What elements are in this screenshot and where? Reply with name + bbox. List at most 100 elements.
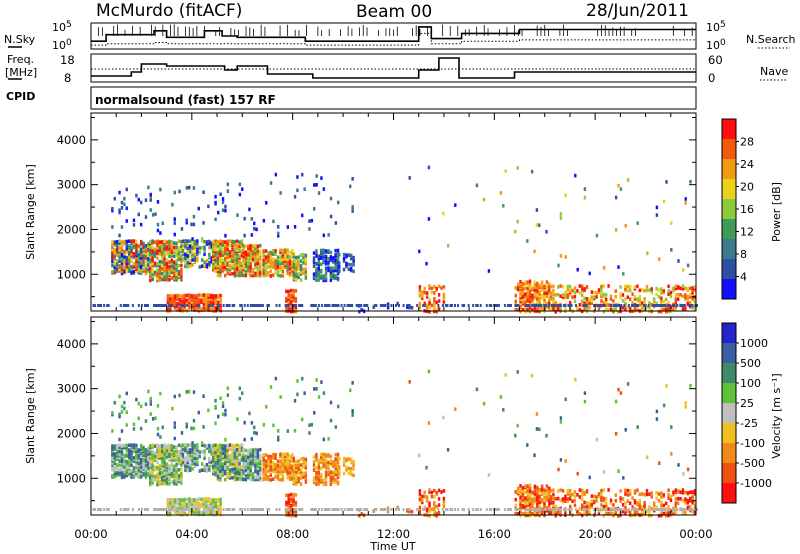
colorbar-swatch	[722, 279, 736, 300]
velocity-echo-cell	[602, 504, 605, 509]
velocity-echo-cell	[259, 473, 262, 478]
power-echo-cell	[139, 261, 143, 265]
power-echo-cell	[583, 296, 586, 301]
velocity-echo-cell	[621, 509, 625, 514]
velocity-echo-cell	[324, 453, 328, 457]
power-echo-cell	[217, 306, 220, 311]
colorbar-tick-label: 12	[740, 226, 754, 239]
velocity-echo-cell	[233, 463, 236, 468]
power-echo-cell	[115, 244, 119, 248]
velocity-echo-cell	[158, 456, 161, 460]
velocity-echo-cell	[135, 447, 138, 452]
power-echo-cell	[132, 262, 136, 266]
power-echo-cell	[350, 262, 353, 267]
velocity-echo-cell	[524, 505, 527, 509]
power-echo-cell	[516, 219, 519, 224]
velocity-echo-cell	[125, 459, 128, 464]
power-echo-cell	[614, 304, 617, 307]
power-echo-cell	[197, 299, 201, 304]
velocity-echo-cell	[655, 505, 658, 510]
power-echo-cell	[247, 250, 250, 254]
power-echo-cell	[677, 259, 680, 263]
power-echo-cell	[617, 265, 620, 269]
velocity-echo-cell	[123, 453, 126, 458]
power-echo-cell	[494, 304, 497, 307]
power-echo-cell	[186, 261, 189, 265]
power-echo-cell	[113, 255, 116, 260]
velocity-echo-cell	[240, 443, 244, 447]
velocity-echo-cell	[197, 501, 201, 506]
velocity-echo-cell	[289, 503, 293, 508]
power-echo-cell	[294, 299, 298, 303]
power-echo-cell	[545, 291, 549, 295]
power-echo-cell	[567, 304, 570, 307]
velocity-echo-cell	[545, 498, 549, 502]
power-echo-cell	[312, 274, 316, 278]
power-echo-cell	[430, 290, 434, 295]
power-echo-cell	[336, 270, 340, 274]
power-echo-cell	[205, 300, 208, 305]
power-echo-cell	[181, 304, 184, 307]
power-echo-cell	[236, 252, 239, 256]
power-echo-cell	[176, 297, 179, 302]
velocity-echo-cell	[294, 509, 298, 513]
velocity-echo-cell	[192, 426, 196, 431]
velocity-echo-cell	[177, 473, 181, 478]
velocity-echo-cell	[160, 508, 163, 511]
power-echo-cell	[157, 304, 160, 307]
velocity-echo-cell	[538, 508, 541, 511]
power-echo-cell	[538, 309, 541, 314]
power-echo-cell	[175, 268, 178, 272]
velocity-echo-cell	[292, 475, 296, 480]
power-echo-cell	[508, 304, 511, 307]
velocity-echo-cell	[163, 470, 166, 475]
velocity-echo-cell	[662, 403, 666, 408]
velocity-echo-cell	[127, 448, 131, 452]
power-echo-cell	[691, 288, 694, 293]
power-echo-cell	[583, 195, 587, 200]
power-echo-cell	[231, 247, 234, 252]
velocity-echo-cell	[499, 395, 503, 399]
velocity-echo-cell	[636, 501, 639, 505]
velocity-echo-cell	[254, 469, 257, 474]
velocity-echo-cell	[269, 473, 273, 477]
velocity-echo-cell	[214, 498, 218, 502]
power-echo-cell	[148, 278, 152, 283]
power-echo-cell	[130, 264, 133, 269]
velocity-echo-cell	[340, 508, 343, 511]
velocity-echo-cell	[645, 492, 649, 497]
colorbar-tick-label: 500	[740, 357, 761, 370]
velocity-echo-cell	[193, 510, 196, 514]
velocity-echo-cell	[181, 503, 184, 508]
power-echo-cell	[113, 269, 116, 274]
velocity-echo-cell	[216, 465, 220, 470]
power-echo-cell	[276, 259, 280, 264]
power-echo-cell	[516, 304, 519, 307]
power-echo-cell	[540, 293, 544, 298]
power-echo-cell	[160, 249, 164, 254]
velocity-echo-cell	[275, 508, 278, 511]
power-echo-cell	[279, 250, 282, 255]
velocity-echo-cell	[293, 429, 297, 433]
velocity-echo-cell	[160, 453, 164, 458]
velocity-echo-cell	[249, 454, 252, 459]
velocity-echo-cell	[214, 469, 217, 474]
velocity-echo-cell	[363, 508, 366, 511]
velocity-echo-cell	[274, 464, 277, 469]
power-echo-cell	[198, 265, 201, 269]
power-echo-cell	[297, 272, 300, 277]
velocity-echo-cell	[244, 460, 248, 464]
power-echo-cell	[228, 239, 232, 243]
velocity-echo-cell	[475, 508, 478, 511]
velocity-echo-cell	[251, 461, 255, 466]
power-echo-cell	[324, 255, 328, 259]
power-echo-cell	[130, 241, 133, 246]
velocity-echo-cell	[588, 511, 591, 516]
velocity-echo-cell	[188, 462, 192, 467]
velocity-echo-cell	[352, 467, 355, 471]
velocity-echo-cell	[648, 505, 651, 509]
velocity-echo-cell	[236, 475, 239, 480]
power-echo-cell	[202, 297, 206, 302]
power-echo-cell	[267, 259, 270, 263]
power-echo-cell	[682, 304, 685, 307]
